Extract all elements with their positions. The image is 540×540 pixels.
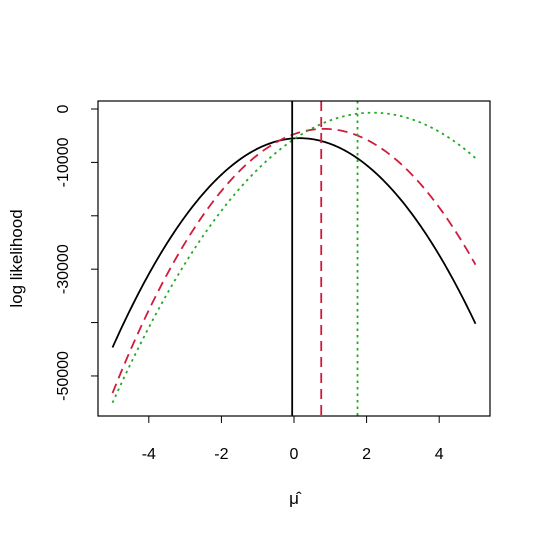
y-tick-label: 0 [55, 104, 72, 113]
x-tick-label: -2 [214, 446, 228, 463]
y-tick-label: -10000 [55, 137, 72, 187]
y-axis-title: log likelihood [7, 209, 26, 307]
y-tick-label: -50000 [55, 351, 72, 401]
series-line-1 [111, 137, 477, 348]
x-axis-title: μ̂ [289, 489, 302, 508]
series-line-3 [111, 111, 477, 404]
x-axis: -4 -2 0 2 4 [142, 415, 444, 463]
x-tick-label: 2 [362, 446, 371, 463]
series-line-2 [111, 127, 477, 394]
plot-layer [111, 101, 477, 416]
y-tick-label: -30000 [55, 244, 72, 294]
x-tick-label: 4 [435, 446, 444, 463]
x-tick-label: -4 [142, 446, 156, 463]
x-tick-label: 0 [290, 446, 299, 463]
y-axis: 0 -10000 -30000 -50000 [55, 104, 99, 401]
